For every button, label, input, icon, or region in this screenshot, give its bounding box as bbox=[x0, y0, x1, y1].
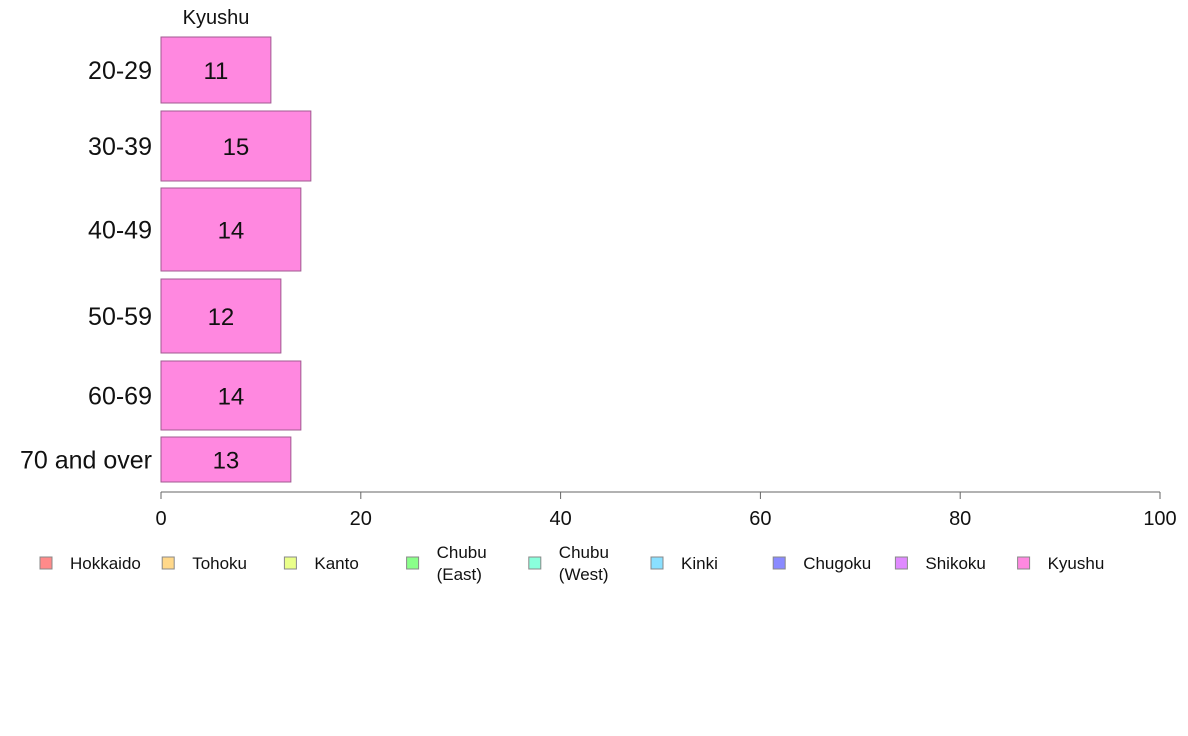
legend-label: Kyushu bbox=[1048, 554, 1105, 573]
legend-item: Chugoku bbox=[772, 554, 871, 573]
legend-swatch bbox=[161, 556, 175, 570]
bar-group: 20-29 11 30-39 15 40-49 14 50-59 12 60-69 14 70 an… bbox=[20, 36, 312, 483]
legend-swatch bbox=[406, 556, 420, 570]
bar bbox=[160, 278, 282, 354]
x-tick-label: 60 bbox=[749, 508, 771, 530]
legend: Hokkaido Tohoku Kanto Chubu (East) Chubu (West… bbox=[39, 543, 1105, 584]
data-label: 13 bbox=[213, 448, 240, 475]
legend-swatch bbox=[772, 556, 786, 570]
legend-label: Kinki bbox=[681, 554, 718, 573]
data-label: 14 bbox=[218, 218, 245, 245]
legend-label: Chubu (East) bbox=[437, 543, 487, 584]
data-label: 12 bbox=[208, 304, 235, 331]
category-label: 20-29 bbox=[88, 57, 152, 85]
data-label: 15 bbox=[223, 134, 250, 161]
category-label: 30-39 bbox=[88, 133, 152, 161]
legend-item: Kyushu bbox=[1017, 554, 1105, 573]
legend-label: Shikoku bbox=[925, 554, 985, 573]
legend-item: Kanto bbox=[283, 554, 359, 573]
legend-label: Chubu (West) bbox=[559, 543, 609, 584]
legend-label: Tohoku bbox=[192, 554, 247, 573]
legend-label: Chugoku bbox=[803, 554, 871, 573]
x-tick-label: 100 bbox=[1143, 508, 1176, 530]
legend-swatch bbox=[283, 556, 297, 570]
x-tick-label: 40 bbox=[549, 508, 571, 530]
x-tick-label: 20 bbox=[350, 508, 372, 530]
legend-label: Hokkaido bbox=[70, 554, 141, 573]
legend-swatch bbox=[528, 556, 542, 570]
data-label: 11 bbox=[203, 58, 228, 85]
data-label: 14 bbox=[218, 384, 245, 411]
x-axis: 0 20 40 60 80 100 bbox=[155, 491, 1177, 530]
legend-swatch bbox=[39, 556, 53, 570]
legend-item: Shikoku bbox=[894, 554, 986, 573]
x-tick-label: 80 bbox=[949, 508, 971, 530]
legend-item: Hokkaido bbox=[39, 554, 141, 573]
legend-label: Kanto bbox=[314, 554, 358, 573]
legend-item: Chubu (West) bbox=[528, 543, 609, 584]
series-title: Kyushu bbox=[183, 7, 250, 29]
x-tick-label: 0 bbox=[155, 508, 166, 530]
bar bbox=[160, 36, 272, 104]
legend-swatch bbox=[894, 556, 908, 570]
bar bbox=[160, 187, 302, 272]
bar bbox=[160, 110, 312, 182]
category-label: 50-59 bbox=[88, 303, 152, 331]
legend-item: Tohoku bbox=[161, 554, 247, 573]
legend-item: Chubu (East) bbox=[406, 543, 487, 584]
bar bbox=[160, 436, 292, 483]
legend-item: Kinki bbox=[650, 554, 718, 573]
bar bbox=[160, 360, 302, 431]
category-label: 40-49 bbox=[88, 217, 152, 245]
legend-swatch bbox=[1017, 556, 1031, 570]
category-label: 60-69 bbox=[88, 383, 152, 411]
legend-swatch bbox=[650, 556, 664, 570]
category-label: 70 and over bbox=[20, 447, 152, 475]
